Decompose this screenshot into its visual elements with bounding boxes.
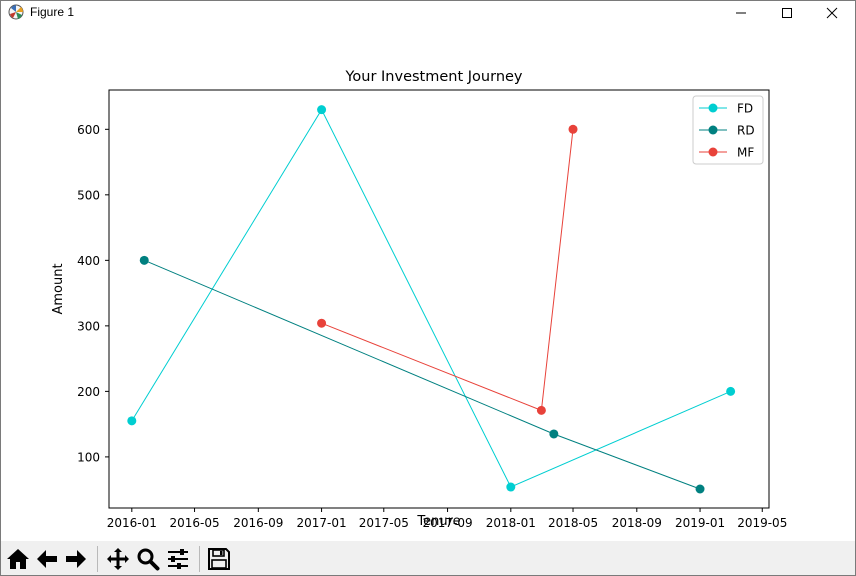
minimize-icon — [736, 12, 746, 14]
legend-marker-mf — [708, 147, 718, 157]
home-button[interactable] — [4, 545, 32, 573]
toolbar-separator — [199, 546, 200, 572]
data-point-rd — [139, 255, 149, 265]
x-tick-label: 2016-01 — [107, 516, 157, 530]
back-arrow-icon — [37, 550, 57, 568]
y-tick-label: 300 — [77, 319, 100, 333]
close-icon — [826, 7, 838, 19]
title-bar[interactable]: Figure 1 — [1, 1, 855, 25]
navigation-toolbar — [1, 541, 855, 575]
close-button[interactable] — [809, 1, 855, 25]
line-chart: Your Investment Journey 2016-01 2016-05 20… — [51, 69, 787, 530]
x-tick-label: 2016-09 — [233, 516, 283, 530]
x-tick-label: 2017-05 — [359, 516, 409, 530]
chart-title: Your Investment Journey — [344, 69, 522, 85]
y-tick-label: 600 — [77, 123, 100, 137]
y-tick-label: 200 — [77, 385, 100, 399]
maximize-icon — [782, 8, 792, 18]
back-button[interactable] — [33, 545, 61, 573]
y-tick-label: 400 — [77, 254, 100, 268]
x-tick-label: 2019-01 — [675, 516, 725, 530]
x-axis-label: Tenure — [416, 514, 460, 529]
data-point-rd — [695, 484, 705, 494]
x-tick-label: 2018-01 — [486, 516, 536, 530]
legend-marker-rd — [708, 125, 718, 135]
data-point-fd — [317, 105, 327, 115]
legend-marker-fd — [708, 103, 718, 113]
legend-box — [692, 95, 764, 165]
y-axis-label: Amount — [51, 263, 66, 314]
series-line-fd — [131, 108, 731, 488]
maximize-button[interactable] — [764, 1, 810, 25]
y-tick-label: 500 — [77, 188, 100, 202]
data-point-mf — [536, 405, 546, 415]
data-point-mf — [568, 124, 578, 134]
figure-canvas[interactable]: Your Investment Journey 2016-01 2016-05 20… — [1, 25, 855, 541]
data-point-rd — [549, 429, 559, 439]
legend-label-mf: MF — [737, 146, 754, 160]
data-point-fd — [127, 416, 137, 426]
series-line-mf — [321, 129, 574, 412]
save-button[interactable] — [205, 545, 233, 573]
data-point-fd — [506, 482, 516, 492]
x-tick-label: 2017-09 — [422, 516, 472, 530]
series-line-rd — [144, 259, 701, 490]
data-point-fd — [726, 386, 736, 396]
forward-button[interactable] — [62, 545, 90, 573]
x-tick-label: 2017-01 — [296, 516, 346, 530]
window-title: Figure 1 — [30, 5, 75, 19]
minimize-button[interactable] — [718, 1, 764, 25]
pan-icon — [107, 548, 129, 570]
zoom-button[interactable] — [134, 545, 162, 573]
data-point-mf — [317, 318, 327, 328]
legend: FD RD MF — [692, 95, 764, 165]
matplotlib-icon — [8, 4, 24, 20]
x-tick-label: 2019-05 — [737, 516, 787, 530]
x-tick-label: 2016-05 — [169, 516, 219, 530]
forward-arrow-icon — [66, 550, 86, 568]
plot-frame — [108, 89, 770, 509]
y-tick-label: 100 — [77, 450, 100, 464]
pan-button[interactable] — [104, 545, 132, 573]
toolbar-separator — [97, 546, 98, 572]
x-tick-label: 2018-09 — [612, 516, 662, 530]
configure-subplots-icon — [168, 549, 188, 569]
legend-label-fd: FD — [737, 102, 753, 116]
save-icon — [208, 548, 230, 570]
configure-subplots-button[interactable] — [164, 545, 192, 573]
home-icon — [7, 549, 29, 569]
legend-label-rd: RD — [737, 124, 755, 138]
zoom-icon — [137, 548, 160, 571]
x-tick-label: 2018-05 — [548, 516, 598, 530]
